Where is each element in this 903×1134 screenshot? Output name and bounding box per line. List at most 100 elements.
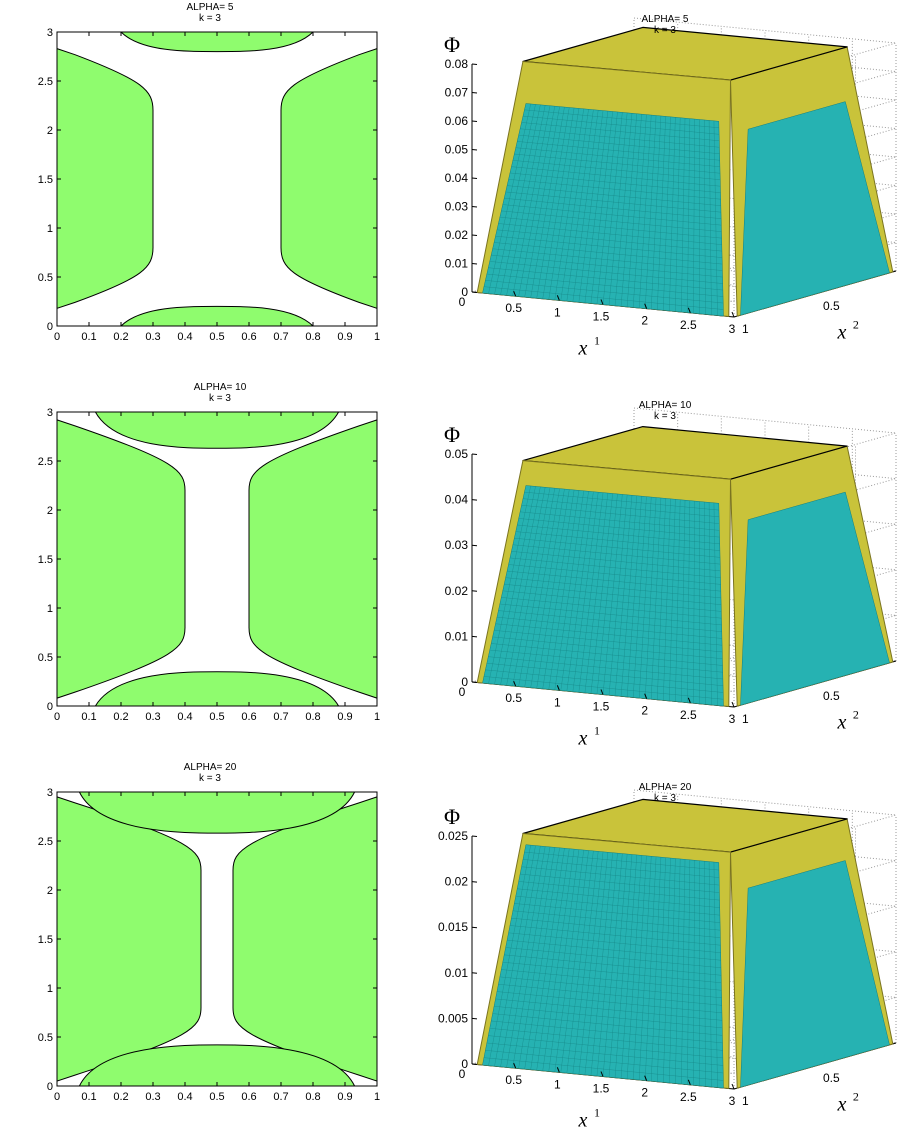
x-tick-label: 0.3 bbox=[145, 331, 160, 343]
x1-axis-superscript: 1 bbox=[594, 724, 600, 738]
x1-tick-label: 1.5 bbox=[593, 700, 610, 714]
x-tick-label: 0.9 bbox=[337, 1091, 352, 1103]
x-tick-label: 0.6 bbox=[241, 1091, 256, 1103]
surface-front-face bbox=[483, 104, 724, 317]
x-tick-label: 0.4 bbox=[177, 711, 192, 723]
x-tick-label: 1 bbox=[374, 711, 380, 723]
x1-tick-label: 1 bbox=[554, 695, 561, 709]
x1-axis-label: x bbox=[578, 338, 588, 360]
right-region bbox=[281, 49, 377, 309]
contour-title-alpha: ALPHA= 20 bbox=[140, 762, 280, 773]
x-tick-label: 0.5 bbox=[209, 711, 224, 723]
z-tick-mark bbox=[472, 836, 477, 837]
z-tick-mark bbox=[472, 682, 477, 683]
y-tick-label: 0.5 bbox=[38, 1032, 53, 1044]
z-tick-mark bbox=[472, 1064, 477, 1065]
surface bbox=[477, 427, 893, 707]
z-tick-label: 0.04 bbox=[445, 493, 469, 507]
z-tick-mark bbox=[472, 93, 477, 94]
y-tick-label: 1 bbox=[47, 223, 53, 235]
z-tick-label: 0.005 bbox=[438, 1011, 468, 1025]
z-tick-label: 0.01 bbox=[445, 257, 469, 271]
x2-tick-label: 0.5 bbox=[823, 299, 840, 313]
x1-tick-mark bbox=[732, 1084, 734, 1089]
x-tick-label: 0.7 bbox=[273, 711, 288, 723]
z-tick-mark bbox=[472, 927, 477, 928]
x2-tick-label: 0.5 bbox=[823, 689, 840, 703]
surface-title-alpha: ALPHA= 20 bbox=[595, 782, 735, 793]
surface-title: ALPHA= 10 k = 3 bbox=[595, 400, 735, 422]
z-axis-label: Φ bbox=[444, 804, 460, 829]
z-tick-label: 0.02 bbox=[445, 228, 469, 242]
z-tick-mark bbox=[472, 545, 477, 546]
y-tick-label: 1 bbox=[47, 603, 53, 615]
contour-subtitle-k: k = 3 bbox=[140, 773, 280, 784]
surface-axes: 00.0050.010.0150.020.0250.511.522.53000.… bbox=[420, 772, 903, 1129]
x2-axis-label: x bbox=[836, 1093, 846, 1115]
y-tick-label: 0 bbox=[47, 321, 53, 333]
x-tick-label: 0.4 bbox=[177, 1091, 192, 1103]
contour-subtitle-k: k = 3 bbox=[140, 13, 280, 24]
x2-axis-label: x bbox=[836, 321, 846, 343]
z-axis-label: Φ bbox=[444, 32, 460, 57]
x1-tick-label: 1 bbox=[554, 305, 561, 319]
x1-tick-label: 2.5 bbox=[680, 318, 697, 332]
contour-title: ALPHA= 5 k = 3 bbox=[140, 2, 280, 24]
x1-tick-label: 0.5 bbox=[505, 301, 522, 315]
z-tick-mark bbox=[472, 207, 477, 208]
surface-title-alpha: ALPHA= 5 bbox=[595, 14, 735, 25]
x1-tick-label: 0.5 bbox=[505, 691, 522, 705]
x1-axis-label: x bbox=[578, 728, 588, 750]
z-tick-mark bbox=[472, 121, 477, 122]
x2-axis-label: x bbox=[836, 711, 846, 733]
z-tick-mark bbox=[472, 591, 477, 592]
x-tick-label: 1 bbox=[374, 1091, 380, 1103]
x-tick-label: 0.8 bbox=[305, 331, 320, 343]
x1-tick-label: 3 bbox=[729, 1094, 736, 1108]
x2-axis-superscript: 2 bbox=[853, 1089, 859, 1103]
x-tick-label: 0.7 bbox=[273, 331, 288, 343]
x1-tick-label: 1.5 bbox=[593, 1082, 610, 1096]
x-tick-label: 0.5 bbox=[209, 1091, 224, 1103]
x1-tick-label: 3 bbox=[729, 322, 736, 336]
x-tick-label: 0.2 bbox=[113, 1091, 128, 1103]
surface-axes: 00.010.020.030.040.050.511.522.53000.51Φ… bbox=[420, 390, 903, 762]
surface-title: ALPHA= 5 k = 3 bbox=[595, 14, 735, 36]
x-tick-label: 0.8 bbox=[305, 711, 320, 723]
y-tick-label: 2 bbox=[47, 505, 53, 517]
y-tick-label: 1.5 bbox=[38, 934, 53, 946]
x2-axis-superscript: 2 bbox=[853, 317, 859, 331]
x2-tick-label: 1 bbox=[742, 322, 749, 336]
x2-tick-label: 1 bbox=[742, 712, 749, 726]
x1-axis-label: x bbox=[578, 1110, 588, 1130]
z-tick-label: 0.015 bbox=[438, 920, 468, 934]
left-region bbox=[57, 49, 153, 309]
x1-tick-label: 1.5 bbox=[593, 310, 610, 324]
z-tick-mark bbox=[472, 500, 477, 501]
surface-right-face bbox=[741, 861, 890, 1088]
z-tick-label: 0.05 bbox=[445, 447, 469, 461]
contour-title-alpha: ALPHA= 10 bbox=[150, 382, 290, 393]
y-tick-label: 0 bbox=[47, 1081, 53, 1093]
x-tick-label: 0.1 bbox=[81, 1091, 96, 1103]
x-tick-label: 1 bbox=[374, 331, 380, 343]
x1-tick-label: 2.5 bbox=[680, 708, 697, 722]
z-tick-label: 0.07 bbox=[445, 86, 469, 100]
z-tick-label: 0.04 bbox=[445, 171, 469, 185]
x-tick-label: 0.3 bbox=[145, 711, 160, 723]
x1-axis-superscript: 1 bbox=[594, 334, 600, 348]
y-tick-label: 0 bbox=[47, 701, 53, 713]
origin-tick-label: 0 bbox=[459, 685, 466, 699]
x-tick-label: 0.1 bbox=[81, 711, 96, 723]
z-tick-label: 0.06 bbox=[445, 114, 469, 128]
x-tick-label: 0.8 bbox=[305, 1091, 320, 1103]
x-tick-label: 0.6 bbox=[241, 331, 256, 343]
